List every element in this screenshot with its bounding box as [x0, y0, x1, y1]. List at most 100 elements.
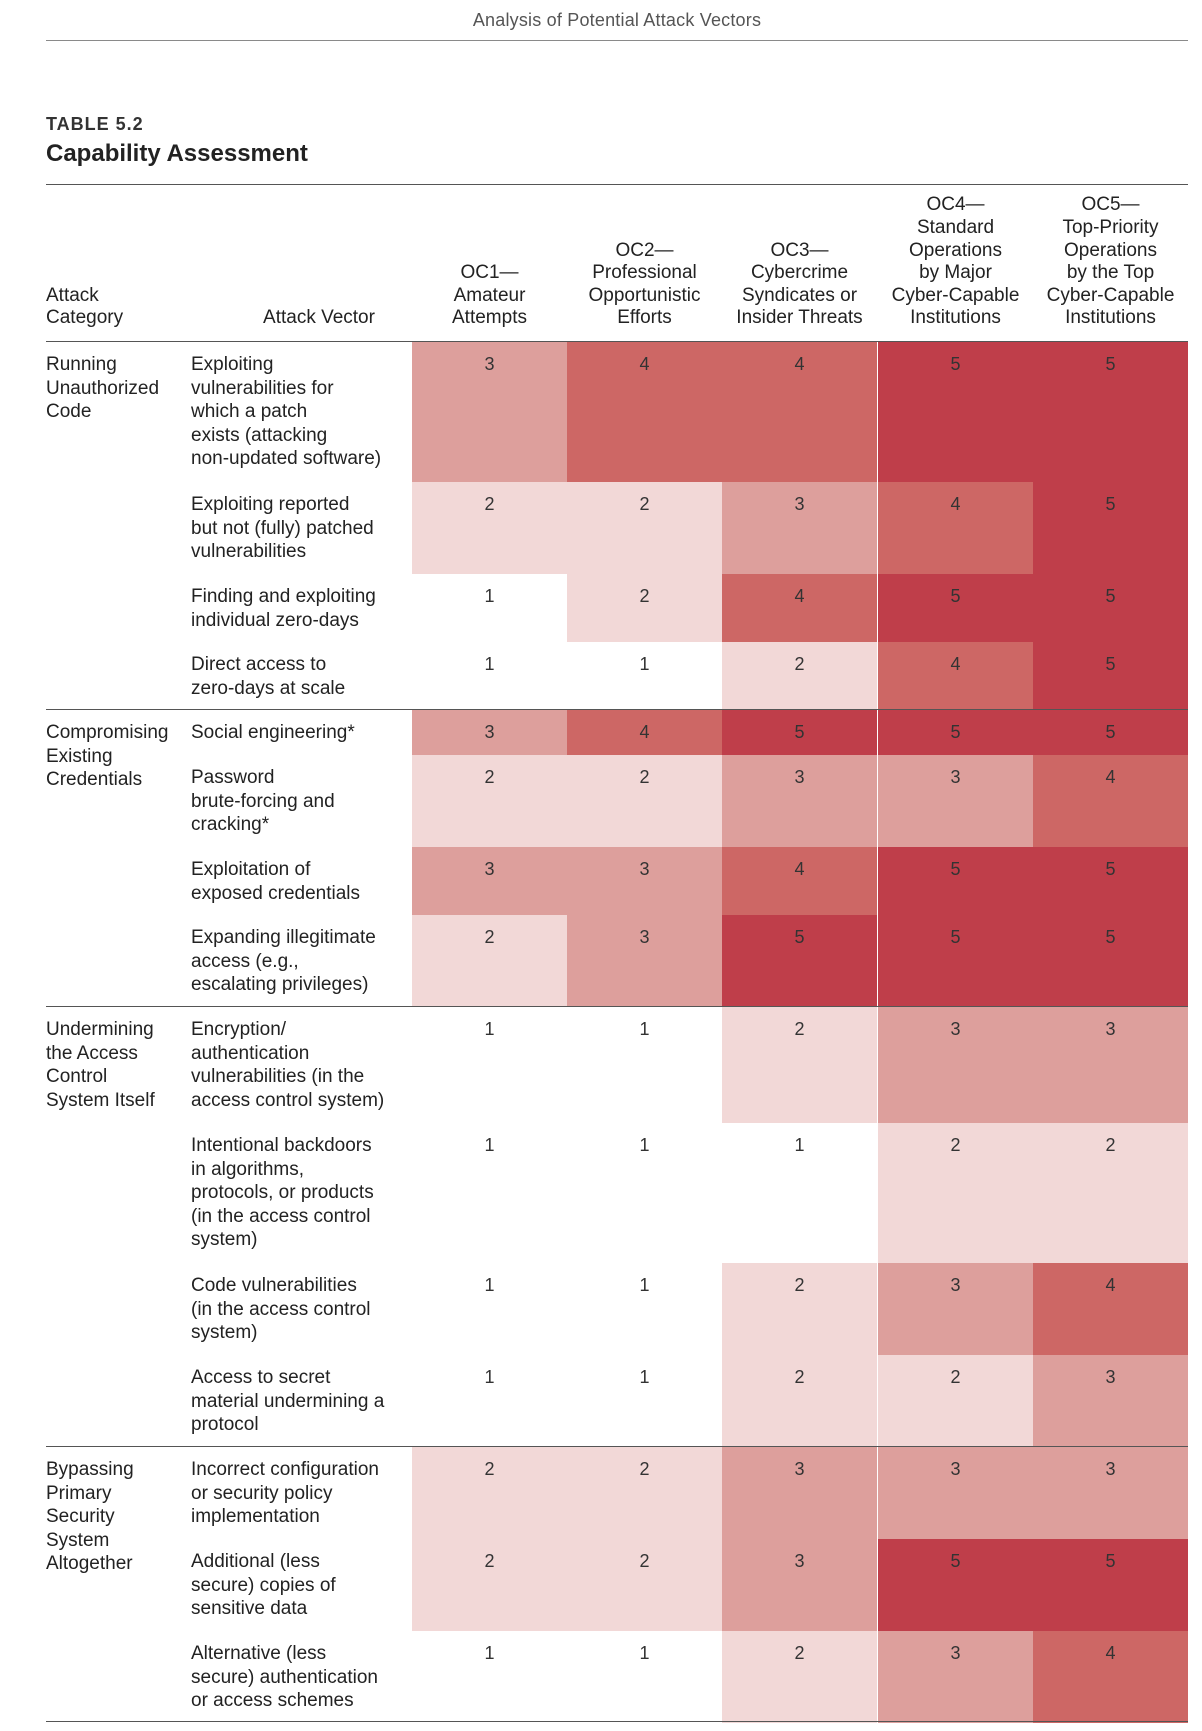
score-value: 4	[794, 859, 805, 879]
score-cell-oc1: 2	[412, 1539, 567, 1631]
table-row: 1 1 2 3 3 Encryption/ authentication vulnerab…	[0, 1007, 1202, 1123]
attack-vector-label: Password brute-forcing and cracking*	[191, 767, 335, 835]
group-divider	[46, 709, 1188, 710]
score-cell-oc2: 4	[567, 710, 722, 755]
score-value: 3	[794, 1459, 805, 1479]
table-row: 3 4 5 5 5 Social engineering*	[0, 710, 1202, 755]
score-value: 1	[484, 1019, 495, 1039]
score-value: 1	[484, 1643, 495, 1663]
score-cell-oc4: 5	[878, 847, 1033, 915]
score-value: 5	[1105, 1551, 1116, 1571]
table-row: 1 1 1 2 2 Intentional backdoors in algorithms…	[0, 1123, 1202, 1263]
score-cell-oc5: 5	[1033, 574, 1188, 642]
score-cell-oc3: 2	[722, 1631, 877, 1723]
score-cell-oc1: 2	[412, 915, 567, 1007]
score-value: 5	[1105, 654, 1116, 674]
table-row: 1 1 2 3 4 Code vulnerabilities (in the access…	[0, 1263, 1202, 1355]
score-cell-oc3: 5	[722, 915, 877, 1007]
score-value: 2	[794, 1019, 805, 1039]
score-cell-oc1: 2	[412, 482, 567, 574]
score-cell-oc4: 5	[878, 574, 1033, 642]
group-divider	[46, 1006, 1188, 1007]
score-cell-oc1: 1	[412, 1355, 567, 1447]
score-cell-oc2: 2	[567, 1447, 722, 1539]
score-cell-oc3: 2	[722, 642, 877, 710]
score-value: 2	[950, 1135, 961, 1155]
score-value: 3	[950, 1275, 961, 1295]
score-value: 2	[794, 1367, 805, 1387]
score-cell-oc3: 3	[722, 755, 877, 847]
score-cell-oc4: 3	[878, 1263, 1033, 1355]
score-cell-oc4: 3	[878, 755, 1033, 847]
score-value: 1	[794, 1135, 805, 1155]
score-value: 3	[484, 722, 495, 742]
table-row: 1 1 2 2 3 Access to secret material undermini…	[0, 1355, 1202, 1447]
score-value: 3	[950, 1459, 961, 1479]
score-value: 1	[484, 1367, 495, 1387]
attack-category-label: Undermining the Access Control System It…	[46, 1019, 155, 1111]
score-value: 3	[950, 1643, 961, 1663]
score-cell-oc5: 3	[1033, 1007, 1188, 1123]
score-value: 4	[950, 494, 961, 514]
score-value: 3	[794, 494, 805, 514]
score-value: 1	[484, 586, 495, 606]
score-value: 2	[1105, 1135, 1116, 1155]
attack-vector-label: Exploiting vulnerabilities for which a p…	[191, 354, 382, 469]
score-cell-oc3: 3	[722, 1539, 877, 1631]
table-row: 2 2 3 3 4 Password brute-forcing and cracking…	[0, 755, 1202, 847]
table-row: 1 1 2 4 5 Direct access to zero-days at scale	[0, 642, 1202, 710]
header-oc5: OC5— Top-Priority Operations by the Top …	[1046, 194, 1175, 329]
score-value: 1	[484, 654, 495, 674]
title-rule	[46, 184, 1188, 185]
score-cell-oc5: 4	[1033, 1263, 1188, 1355]
score-value: 1	[484, 1275, 495, 1295]
score-value: 3	[484, 354, 495, 374]
score-cell-oc4: 5	[878, 1539, 1033, 1631]
score-value: 2	[639, 494, 650, 514]
score-cell-oc1: 2	[412, 1447, 567, 1539]
table-row: 2 3 5 5 5 Expanding illegitimate access (e.g.…	[0, 915, 1202, 1007]
score-value: 5	[1105, 586, 1116, 606]
score-value: 1	[639, 1275, 650, 1295]
score-value: 2	[484, 1551, 495, 1571]
attack-vector-label: Social engineering*	[191, 722, 355, 743]
category-group: 1 1 2 3 3 Encryption/ authentication vulnerab…	[0, 1006, 1202, 1447]
score-cell-oc4: 5	[878, 710, 1033, 755]
score-cell-oc2: 1	[567, 1007, 722, 1123]
score-cell-oc2: 2	[567, 482, 722, 574]
score-value: 1	[639, 654, 650, 674]
score-value: 2	[950, 1367, 961, 1387]
score-cell-oc1: 3	[412, 847, 567, 915]
header-oc3: OC3— Cybercrime Syndicates or Insider Th…	[736, 239, 863, 329]
score-cell-oc2: 3	[567, 915, 722, 1007]
attack-vector-label: Exploiting reported but not (fully) patc…	[191, 494, 374, 562]
score-cell-oc1: 2	[412, 755, 567, 847]
score-value: 1	[484, 1135, 495, 1155]
table-row: 2 2 3 5 5 Additional (less secure) copies of …	[0, 1539, 1202, 1631]
score-value: 2	[794, 1643, 805, 1663]
attack-category-label: Running Unauthorized Code	[46, 354, 160, 422]
score-value: 3	[639, 859, 650, 879]
score-value: 5	[794, 927, 805, 947]
category-group: 2 2 3 3 3 Incorrect configuration or security…	[0, 1446, 1202, 1723]
attack-vector-label: Additional (less secure) copies of sensi…	[191, 1551, 336, 1619]
attack-vector-label: Code vulnerabilities (in the access cont…	[191, 1275, 371, 1343]
score-cell-oc1: 1	[412, 1263, 567, 1355]
score-value: 2	[794, 1275, 805, 1295]
score-cell-oc4: 4	[878, 642, 1033, 710]
table-row: 3 4 4 5 5 Exploiting vulnerabilities for whic…	[0, 342, 1202, 482]
attack-vector-label: Direct access to zero-days at scale	[191, 654, 346, 699]
score-cell-oc1: 3	[412, 342, 567, 482]
attack-vector-label: Alternative (less secure) authentication…	[191, 1643, 378, 1711]
score-value: 3	[1105, 1459, 1116, 1479]
score-cell-oc5: 3	[1033, 1355, 1188, 1447]
score-cell-oc4: 3	[878, 1007, 1033, 1123]
score-value: 2	[484, 1459, 495, 1479]
score-cell-oc4: 3	[878, 1447, 1033, 1539]
score-cell-oc3: 2	[722, 1355, 877, 1447]
score-cell-oc5: 5	[1033, 482, 1188, 574]
score-cell-oc5: 3	[1033, 1447, 1188, 1539]
score-cell-oc5: 2	[1033, 1123, 1188, 1263]
score-cell-oc1: 1	[412, 642, 567, 710]
score-value: 1	[639, 1367, 650, 1387]
